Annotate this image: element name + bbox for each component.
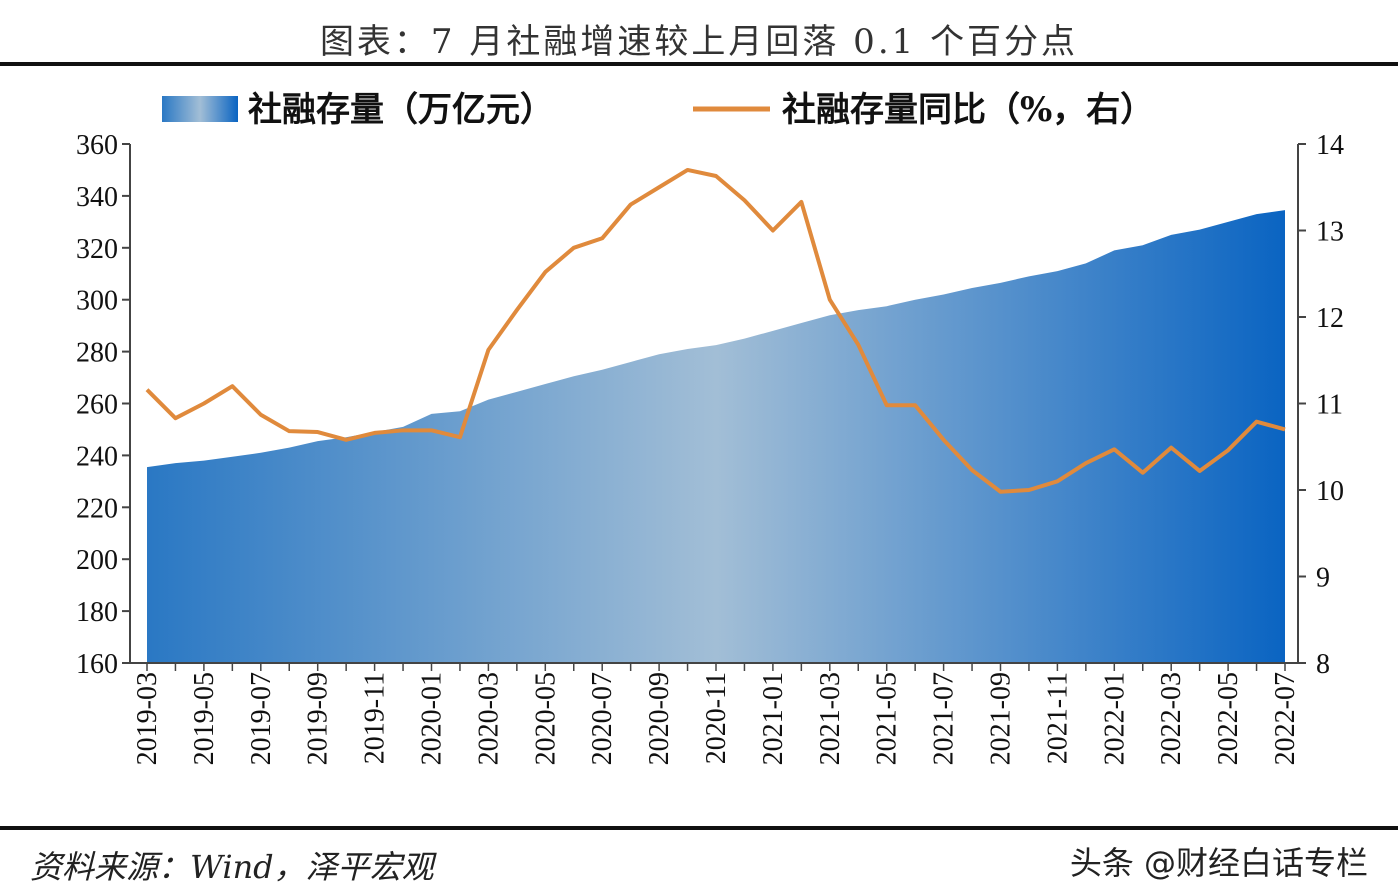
- source-note: 资料来源：Wind，泽平宏观: [30, 848, 434, 886]
- legend: 社融存量（万亿元） 社融存量同比（%，右）: [162, 90, 1154, 130]
- x-tick-label: 2022-05: [1213, 672, 1244, 765]
- x-tick-label: 2020-05: [530, 672, 561, 765]
- right-tick-label: 12: [1316, 303, 1344, 334]
- x-tick-label: 2019-11: [360, 672, 391, 764]
- x-tick-label: 2022-03: [1156, 672, 1187, 765]
- x-tick-label: 2022-07: [1270, 672, 1301, 765]
- watermark: 头条 @财经白话专栏: [1069, 844, 1368, 882]
- x-tick-label: 2019-07: [246, 672, 277, 765]
- left-tick-label: 280: [76, 338, 118, 369]
- top-rule: [0, 62, 1398, 66]
- x-tick-label: 2020-03: [473, 672, 504, 765]
- left-tick-label: 360: [76, 130, 118, 161]
- left-tick-label: 320: [76, 234, 118, 265]
- x-tick-label: 2020-07: [587, 672, 618, 765]
- left-tick-label: 220: [76, 493, 118, 524]
- left-tick-label: 260: [76, 390, 118, 421]
- right-tick-label: 8: [1316, 649, 1330, 680]
- right-tick-label: 9: [1316, 563, 1330, 594]
- legend-label-line: 社融存量同比（%，右）: [782, 90, 1154, 130]
- x-tick-label: 2020-01: [417, 672, 448, 765]
- x-tick-label: 2021-03: [815, 672, 846, 765]
- right-tick-label: 10: [1316, 476, 1344, 507]
- area-series-stock: [147, 210, 1285, 664]
- left-tick-label: 200: [76, 545, 118, 576]
- right-tick-label: 14: [1316, 130, 1344, 161]
- legend-label-area: 社融存量（万亿元）: [248, 90, 554, 130]
- legend-swatch-area: [162, 96, 238, 122]
- x-tick-label: 2019-05: [189, 672, 220, 765]
- x-tick-label: 2019-09: [303, 672, 334, 765]
- left-tick-label: 240: [76, 441, 118, 472]
- bottom-rule: [0, 826, 1398, 830]
- x-tick-label: 2019-03: [132, 672, 163, 765]
- line-series-yoy: [145, 167, 1286, 494]
- x-tick-label: 2021-07: [929, 672, 960, 765]
- x-tick-label: 2020-09: [644, 672, 675, 765]
- left-tick-label: 180: [76, 597, 118, 628]
- x-tick-label: 2021-05: [872, 672, 903, 765]
- right-tick-label: 13: [1316, 217, 1344, 248]
- chart-title: 图表：7 月社融增速较上月回落 0.1 个百分点: [319, 22, 1079, 62]
- x-tick-label: 2021-01: [758, 672, 789, 765]
- left-tick-label: 300: [76, 286, 118, 317]
- right-tick-label: 11: [1316, 390, 1343, 421]
- left-tick-label: 160: [76, 649, 118, 680]
- x-tick-label: 2022-01: [1099, 672, 1130, 765]
- x-tick-label: 2021-09: [986, 672, 1017, 765]
- left-tick-label: 340: [76, 182, 118, 213]
- x-tick-label: 2021-11: [1042, 672, 1073, 764]
- x-tick-label: 2020-11: [701, 672, 732, 764]
